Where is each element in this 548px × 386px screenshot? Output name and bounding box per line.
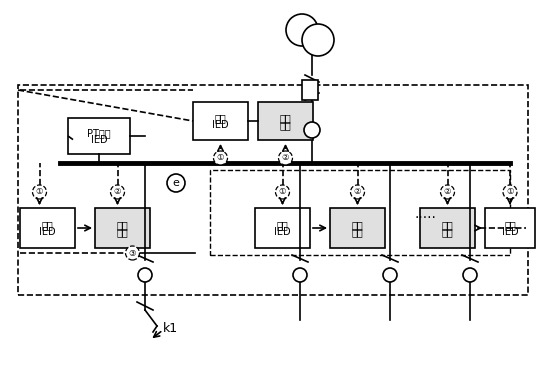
- Bar: [68, 118, 130, 154]
- Text: ②: ②: [444, 188, 451, 196]
- Text: IED: IED: [501, 227, 518, 237]
- Text: IED: IED: [39, 227, 56, 237]
- Circle shape: [441, 185, 454, 199]
- Bar: [258, 102, 313, 140]
- Bar: [193, 102, 248, 140]
- Text: ②: ②: [114, 188, 121, 196]
- Circle shape: [32, 185, 47, 199]
- Text: ①: ①: [217, 154, 224, 163]
- Circle shape: [293, 268, 307, 282]
- Text: 单元: 单元: [117, 227, 128, 237]
- Text: ②: ②: [354, 188, 361, 196]
- Circle shape: [304, 122, 320, 138]
- Circle shape: [111, 185, 124, 199]
- Bar: [18, 85, 528, 295]
- Text: ①: ①: [279, 188, 286, 196]
- Text: 单元: 单元: [352, 227, 363, 237]
- Text: IED: IED: [90, 135, 107, 145]
- Text: 智能: 智能: [117, 220, 128, 230]
- Text: 智能: 智能: [352, 220, 363, 230]
- Text: e: e: [173, 178, 179, 188]
- Text: ①: ①: [36, 188, 43, 196]
- Bar: [20, 208, 75, 248]
- Text: ·····: ·····: [414, 211, 436, 225]
- Bar: [255, 208, 310, 248]
- Circle shape: [302, 24, 334, 56]
- Circle shape: [125, 246, 140, 260]
- Text: 智能: 智能: [279, 113, 292, 123]
- Circle shape: [286, 14, 318, 46]
- Text: 保护: 保护: [277, 220, 288, 230]
- Bar: [330, 208, 385, 248]
- Text: IED: IED: [274, 227, 291, 237]
- Text: ③: ③: [129, 249, 136, 257]
- Text: 智能: 智能: [442, 220, 453, 230]
- Circle shape: [138, 268, 152, 282]
- Text: 保护: 保护: [42, 220, 53, 230]
- Circle shape: [351, 185, 364, 199]
- Text: ①: ①: [506, 188, 514, 196]
- Circle shape: [278, 151, 293, 165]
- Text: 保护: 保护: [504, 220, 516, 230]
- Text: ②: ②: [282, 154, 289, 163]
- Circle shape: [167, 174, 185, 192]
- Bar: [302, 80, 318, 100]
- Text: 单元: 单元: [442, 227, 453, 237]
- Circle shape: [463, 268, 477, 282]
- Bar: [485, 208, 535, 248]
- Circle shape: [214, 151, 227, 165]
- Text: IED: IED: [212, 120, 229, 130]
- Circle shape: [276, 185, 289, 199]
- Bar: [210, 170, 510, 255]
- Text: 单元: 单元: [279, 120, 292, 130]
- Text: PT测控: PT测控: [87, 128, 111, 138]
- Bar: [420, 208, 475, 248]
- Bar: [95, 208, 150, 248]
- Circle shape: [503, 185, 517, 199]
- Text: k1: k1: [163, 322, 178, 335]
- Text: 保护: 保护: [215, 113, 226, 123]
- Circle shape: [383, 268, 397, 282]
